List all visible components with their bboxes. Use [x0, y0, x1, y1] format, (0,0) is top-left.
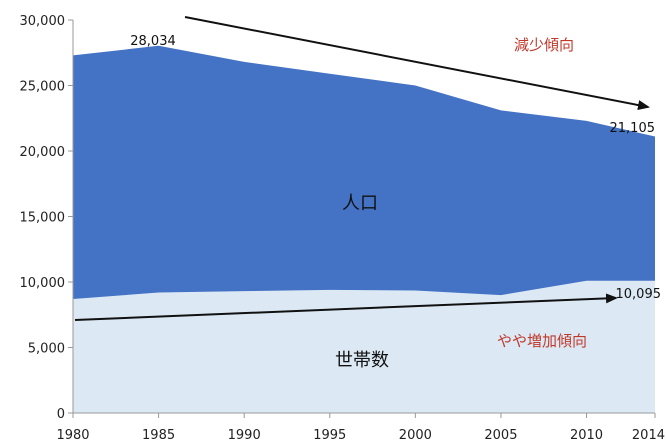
increase-trend-arrow — [74, 293, 618, 321]
y-tick-label: 5,000 — [28, 342, 65, 357]
decrease-trend-arrow — [184, 16, 650, 111]
x-tick-label: 1980 — [56, 428, 89, 442]
households-area-label: 世帯数 — [335, 350, 389, 371]
y-tick-label: 0 — [57, 407, 65, 422]
x-tick-label: 2000 — [399, 428, 432, 442]
increase-trend-label: やや増加傾向 — [497, 332, 587, 350]
x-tick-label: 1995 — [313, 428, 346, 442]
y-tick-label: 20,000 — [20, 145, 66, 160]
x-tick-label: 1990 — [228, 428, 261, 442]
population-area-label: 人口 — [342, 193, 378, 214]
population-end-label: 21,105 — [610, 121, 656, 136]
y-tick-label: 30,000 — [20, 14, 66, 29]
y-tick-label: 10,000 — [20, 276, 66, 291]
population-peak-label: 28,034 — [130, 34, 176, 49]
y-tick-label: 25,000 — [20, 80, 66, 95]
x-tick-label: 2005 — [484, 428, 517, 442]
decrease-trend-label: 減少傾向 — [514, 36, 574, 54]
households-end-label: 10,095 — [616, 287, 662, 302]
y-tick-label: 15,000 — [20, 211, 66, 226]
x-tick-label: 2014 — [632, 428, 665, 442]
x-tick-label: 2010 — [570, 428, 603, 442]
x-tick-label: 1985 — [142, 428, 175, 442]
